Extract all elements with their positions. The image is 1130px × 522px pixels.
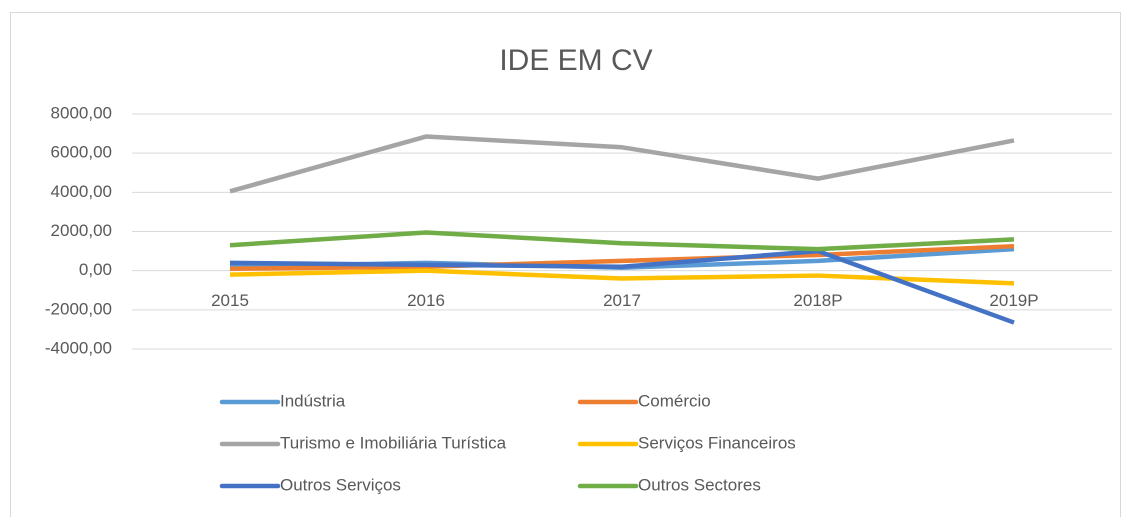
x-tick-label: 2019P [989, 291, 1038, 310]
y-tick-label: 8000,00 [51, 103, 112, 122]
legend-label: Serviços Financeiros [638, 433, 796, 452]
series-line [229, 268, 1015, 286]
x-tick-label: 2015 [211, 291, 249, 310]
legend-label: Indústria [280, 391, 346, 410]
series-line [229, 248, 1015, 325]
series-line [229, 243, 1015, 271]
x-tick-label: 2016 [407, 291, 445, 310]
y-tick-label: 2000,00 [51, 221, 112, 240]
chart-title: IDE EM CV [499, 44, 652, 77]
y-tick-label: 4000,00 [51, 182, 112, 201]
legend-label: Outros Serviços [280, 475, 401, 494]
x-tick-label: 2018P [793, 291, 842, 310]
y-tick-label: -4000,00 [45, 338, 112, 357]
series-line [229, 230, 1015, 252]
legend-label: Turismo e Imobiliária Turística [280, 433, 507, 452]
y-tick-label: 6000,00 [51, 143, 112, 162]
x-tick-label: 2017 [603, 291, 641, 310]
series-line [229, 134, 1015, 194]
legend-label: Outros Sectores [638, 475, 761, 494]
legend-label: Comércio [638, 391, 711, 410]
y-tick-label: 0,00 [79, 260, 112, 279]
y-tick-label: -2000,00 [45, 299, 112, 318]
